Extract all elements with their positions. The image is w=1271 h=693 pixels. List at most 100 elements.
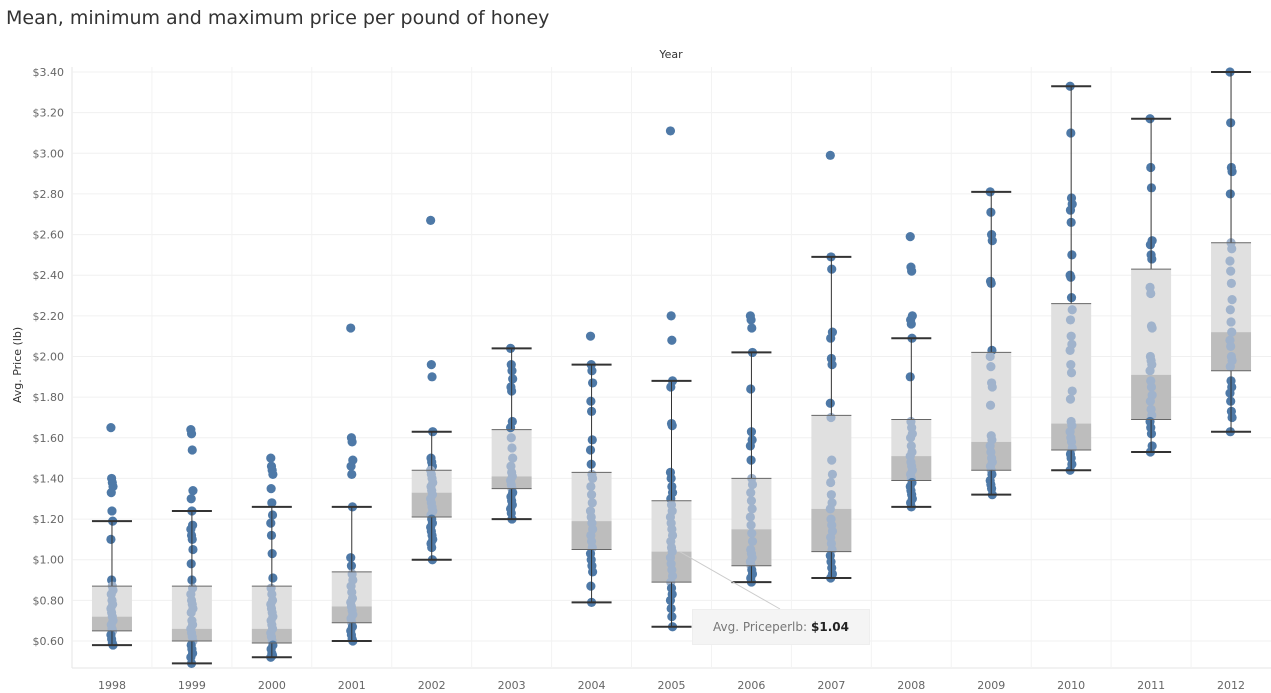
- data-point[interactable]: [186, 494, 196, 504]
- data-point[interactable]: [907, 266, 917, 276]
- data-point[interactable]: [267, 510, 278, 520]
- data-point[interactable]: [667, 335, 677, 345]
- data-point[interactable]: [1225, 189, 1235, 199]
- data-point[interactable]: [826, 333, 836, 343]
- data-point[interactable]: [1225, 388, 1235, 398]
- data-point[interactable]: [266, 518, 276, 528]
- data-point[interactable]: [346, 461, 356, 471]
- data-point[interactable]: [346, 323, 356, 333]
- data-point[interactable]: [666, 311, 676, 321]
- data-point[interactable]: [1145, 366, 1155, 376]
- data-point[interactable]: [1227, 295, 1237, 305]
- data-point[interactable]: [268, 469, 278, 479]
- data-point[interactable]: [746, 315, 756, 325]
- data-point[interactable]: [585, 331, 596, 341]
- data-point[interactable]: [588, 567, 598, 577]
- data-point[interactable]: [1146, 382, 1157, 392]
- data-point[interactable]: [506, 433, 516, 443]
- data-point[interactable]: [746, 488, 756, 498]
- data-point[interactable]: [1225, 256, 1235, 266]
- data-point[interactable]: [1147, 254, 1157, 264]
- data-point[interactable]: [986, 362, 996, 372]
- data-point[interactable]: [1226, 341, 1236, 351]
- data-point[interactable]: [665, 595, 676, 605]
- data-point[interactable]: [1227, 412, 1237, 423]
- data-point[interactable]: [267, 498, 277, 508]
- data-point[interactable]: [106, 488, 116, 498]
- data-point[interactable]: [1065, 394, 1076, 404]
- data-point[interactable]: [747, 323, 757, 333]
- data-point[interactable]: [985, 400, 996, 410]
- data-point[interactable]: [588, 378, 598, 388]
- data-point[interactable]: [186, 559, 196, 569]
- data-point[interactable]: [426, 215, 436, 225]
- data-point[interactable]: [507, 443, 517, 453]
- data-point[interactable]: [747, 504, 757, 514]
- data-point[interactable]: [1066, 360, 1076, 370]
- data-point[interactable]: [347, 437, 357, 447]
- data-point[interactable]: [508, 374, 518, 384]
- data-point[interactable]: [188, 486, 198, 496]
- data-point[interactable]: [586, 396, 596, 406]
- data-point[interactable]: [1065, 205, 1076, 215]
- data-point[interactable]: [586, 481, 596, 492]
- data-point[interactable]: [1227, 327, 1237, 337]
- data-point[interactable]: [1066, 368, 1077, 378]
- data-point[interactable]: [746, 520, 756, 530]
- data-point[interactable]: [1226, 317, 1236, 327]
- data-point[interactable]: [825, 150, 835, 160]
- data-point[interactable]: [827, 469, 838, 479]
- data-point[interactable]: [585, 445, 596, 455]
- data-point[interactable]: [1066, 331, 1076, 341]
- data-point[interactable]: [747, 479, 758, 490]
- data-point[interactable]: [745, 441, 755, 451]
- data-point[interactable]: [1147, 323, 1157, 333]
- data-point[interactable]: [746, 384, 756, 394]
- data-point[interactable]: [1226, 278, 1236, 288]
- data-point[interactable]: [186, 607, 196, 618]
- data-point[interactable]: [188, 544, 198, 555]
- data-point[interactable]: [747, 536, 758, 547]
- data-point[interactable]: [586, 490, 597, 500]
- data-point[interactable]: [586, 581, 596, 591]
- data-point[interactable]: [1145, 396, 1155, 406]
- data-point[interactable]: [1226, 266, 1236, 276]
- data-point[interactable]: [1227, 244, 1237, 254]
- data-point[interactable]: [746, 496, 757, 506]
- data-point[interactable]: [667, 420, 677, 431]
- data-point[interactable]: [587, 435, 597, 445]
- data-point[interactable]: [825, 398, 835, 408]
- data-point[interactable]: [987, 382, 997, 392]
- data-point[interactable]: [1067, 386, 1077, 396]
- data-point[interactable]: [747, 528, 757, 538]
- data-point[interactable]: [905, 372, 915, 382]
- data-point[interactable]: [987, 236, 997, 246]
- data-point[interactable]: [266, 483, 276, 494]
- data-point[interactable]: [1225, 362, 1235, 372]
- data-point[interactable]: [1227, 166, 1237, 177]
- data-point[interactable]: [825, 504, 835, 514]
- data-point[interactable]: [186, 429, 197, 439]
- data-point[interactable]: [1067, 305, 1077, 315]
- data-point[interactable]: [106, 534, 116, 544]
- data-point[interactable]: [427, 372, 437, 382]
- data-point[interactable]: [827, 455, 837, 465]
- data-point[interactable]: [1067, 250, 1077, 260]
- data-point[interactable]: [1145, 240, 1155, 250]
- data-point[interactable]: [1065, 315, 1076, 325]
- data-point[interactable]: [346, 553, 356, 563]
- data-point[interactable]: [268, 573, 278, 583]
- data-point[interactable]: [106, 423, 116, 433]
- data-point[interactable]: [906, 319, 916, 329]
- data-point[interactable]: [905, 232, 915, 242]
- data-point[interactable]: [827, 360, 837, 370]
- data-point[interactable]: [508, 453, 518, 463]
- data-point[interactable]: [588, 473, 598, 484]
- data-point[interactable]: [665, 126, 676, 136]
- data-point[interactable]: [426, 360, 436, 370]
- data-point[interactable]: [906, 433, 916, 443]
- data-point[interactable]: [1146, 288, 1156, 299]
- data-point[interactable]: [666, 382, 676, 392]
- data-point[interactable]: [1225, 305, 1235, 315]
- data-point[interactable]: [107, 506, 117, 516]
